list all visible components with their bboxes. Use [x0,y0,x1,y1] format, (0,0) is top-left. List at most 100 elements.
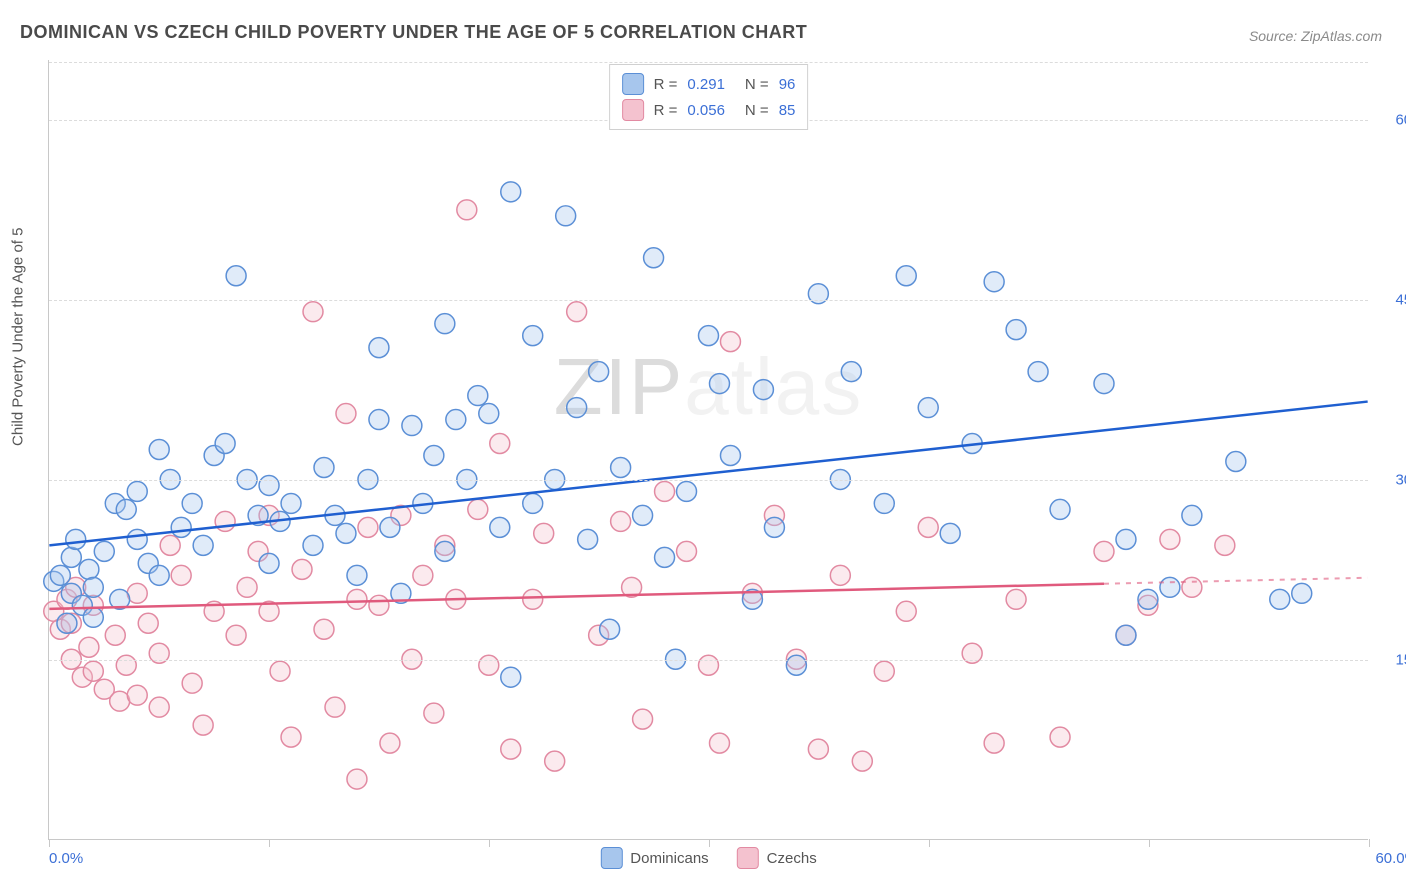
scatter-point-czechs [655,481,675,501]
scatter-point-czechs [79,637,99,657]
r-value-dominicans: 0.291 [687,76,725,93]
x-tick [489,839,490,847]
scatter-point-czechs [501,739,521,759]
n-label: N = [745,102,769,119]
scatter-point-czechs [490,434,510,454]
x-tick [1369,839,1370,847]
scatter-point-dominicans [720,446,740,466]
scatter-point-dominicans [1094,374,1114,394]
scatter-point-czechs [534,523,554,543]
n-value-czechs: 85 [779,102,796,119]
scatter-point-czechs [171,565,191,585]
scatter-point-dominicans [940,523,960,543]
y-axis-label: Child Poverty Under the Age of 5 [10,228,27,446]
scatter-point-czechs [358,517,378,537]
gridline [49,300,1368,301]
scatter-point-dominicans [468,386,488,406]
scatter-point-czechs [182,673,202,693]
scatter-point-dominicans [149,440,169,460]
scatter-point-dominicans [896,266,916,286]
scatter-point-dominicans [523,493,543,513]
scatter-point-czechs [1160,529,1180,549]
gridline [49,480,1368,481]
scatter-point-dominicans [699,326,719,346]
scatter-point-czechs [424,703,444,723]
scatter-point-dominicans [446,410,466,430]
scatter-point-czechs [1050,727,1070,747]
legend-bottom: Dominicans Czechs [600,847,816,869]
scatter-point-czechs [1215,535,1235,555]
scatter-point-dominicans [435,541,455,561]
n-value-dominicans: 96 [779,76,796,93]
x-axis-label-left: 0.0% [49,850,83,867]
scatter-point-dominicans [841,362,861,382]
scatter-point-dominicans [1050,499,1070,519]
scatter-point-dominicans [677,481,697,501]
scatter-point-dominicans [655,547,675,567]
scatter-point-dominicans [611,457,631,477]
x-tick [929,839,930,847]
scatter-point-czechs [1006,589,1026,609]
scatter-point-dominicans [182,493,202,513]
scatter-point-dominicans [764,517,784,537]
gridline [49,660,1368,661]
legend-stats-row-czechs: R =0.056N =85 [622,97,796,123]
x-tick [49,839,50,847]
scatter-point-czechs [808,739,828,759]
legend-swatch-czechs [737,847,759,869]
scatter-point-dominicans [215,434,235,454]
scatter-point-dominicans [1116,625,1136,645]
scatter-point-dominicans [753,380,773,400]
scatter-point-dominicans [347,565,367,585]
legend-swatch-dominicans [600,847,622,869]
scatter-point-czechs [720,332,740,352]
scatter-svg [49,60,1368,839]
scatter-point-dominicans [644,248,664,268]
chart-container: DOMINICAN VS CZECH CHILD POVERTY UNDER T… [0,0,1406,892]
scatter-point-dominicans [83,577,103,597]
scatter-point-dominicans [633,505,653,525]
scatter-point-dominicans [303,535,323,555]
scatter-point-dominicans [281,493,301,513]
scatter-point-czechs [918,517,938,537]
scatter-point-czechs [160,535,180,555]
legend-stats-row-dominicans: R = 0.291 N = 96 [622,71,796,97]
scatter-point-dominicans [501,182,521,202]
y-tick-label: 15.0% [1378,652,1406,669]
scatter-point-dominicans [193,535,213,555]
scatter-point-czechs [984,733,1004,753]
scatter-point-czechs [314,619,334,639]
scatter-point-dominicans [66,529,86,549]
scatter-point-czechs [677,541,697,561]
scatter-point-dominicans [1270,589,1290,609]
trend-line-dash-czechs [1104,578,1368,584]
legend-label-czechs: Czechs [767,850,817,867]
scatter-point-czechs [830,565,850,585]
scatter-point-dominicans [984,272,1004,292]
n-label: N = [745,76,769,93]
scatter-point-czechs [468,499,488,519]
scatter-point-dominicans [127,529,147,549]
scatter-point-dominicans [490,517,510,537]
scatter-point-dominicans [94,541,114,561]
legend-label-dominicans: Dominicans [630,850,708,867]
scatter-point-dominicans [57,613,77,633]
scatter-point-dominicans [1182,505,1202,525]
scatter-point-dominicans [918,398,938,418]
scatter-point-czechs [193,715,213,735]
scatter-point-czechs [116,655,136,675]
scatter-point-czechs [567,302,587,322]
scatter-point-czechs [336,404,356,424]
scatter-point-dominicans [523,326,543,346]
scatter-point-czechs [215,511,235,531]
r-label: R = [654,76,678,93]
scatter-point-dominicans [259,475,279,495]
scatter-point-czechs [226,625,246,645]
scatter-point-czechs [270,661,290,681]
scatter-point-dominicans [1006,320,1026,340]
scatter-point-czechs [479,655,499,675]
scatter-point-czechs [709,733,729,753]
scatter-point-czechs [633,709,653,729]
legend-item-dominicans: Dominicans [600,847,708,869]
x-axis-label-right: 60.0% [1375,850,1406,867]
